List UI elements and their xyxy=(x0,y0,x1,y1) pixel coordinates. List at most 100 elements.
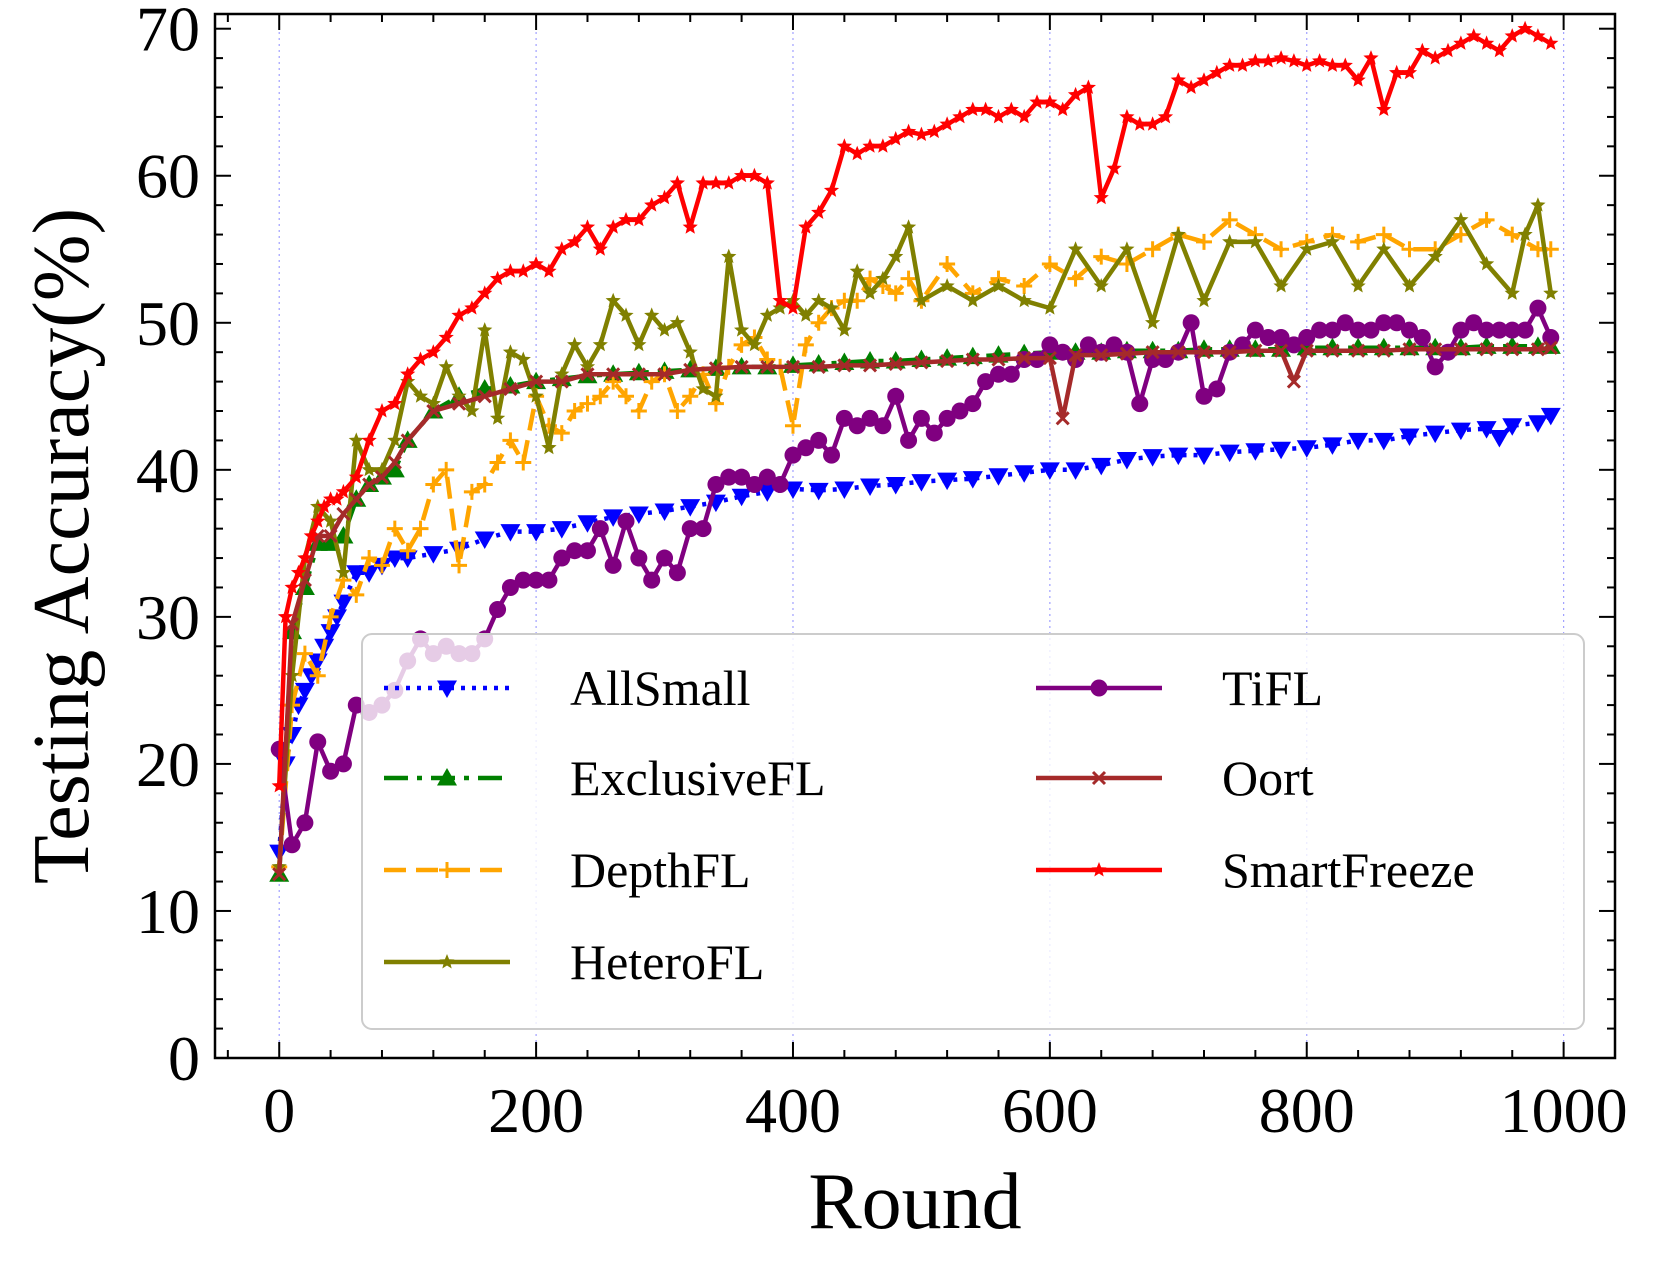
data-point-tifl xyxy=(1298,328,1316,346)
data-point-smartfreeze xyxy=(412,351,429,366)
data-point-oort xyxy=(1068,348,1083,363)
data-point-tifl xyxy=(1208,380,1226,398)
data-point-oort xyxy=(1222,345,1237,360)
data-point-oort xyxy=(580,367,595,382)
data-point-smartfreeze xyxy=(978,101,994,116)
data-point-tifl xyxy=(553,549,571,567)
data-point-depthfl xyxy=(309,667,326,684)
data-point-allsmall xyxy=(1348,432,1369,451)
data-point-heterofl xyxy=(759,307,775,322)
data-point-allsmall xyxy=(757,484,778,502)
data-point-heterofl xyxy=(1324,233,1340,249)
data-point-smartfreeze xyxy=(888,131,904,146)
data-point-heterofl xyxy=(708,388,724,403)
data-point-heterofl xyxy=(477,322,493,337)
data-point-heterofl xyxy=(567,336,583,352)
data-point-smartfreeze xyxy=(1029,94,1045,109)
data-point-depthfl xyxy=(733,336,750,353)
data-point-allsmall xyxy=(1540,407,1561,426)
data-point-smartfreeze xyxy=(618,211,634,227)
data-point-oort xyxy=(1376,343,1391,358)
data-point-depthfl xyxy=(296,645,313,662)
data-point-depthfl xyxy=(553,425,570,442)
data-point-oort xyxy=(1119,346,1134,361)
data-point-tifl xyxy=(771,476,789,494)
data-point-oort xyxy=(862,358,878,373)
x-tick-labels: 0 200 400 600 800 1000 xyxy=(263,1075,1627,1146)
data-point-exclusivefl xyxy=(384,459,405,478)
data-point-heterofl xyxy=(875,270,891,286)
x-tick-label: 200 xyxy=(488,1075,584,1146)
x-tick-label: 0 xyxy=(263,1075,295,1146)
data-point-heterofl xyxy=(1376,241,1392,256)
data-point-smartfreeze xyxy=(656,189,673,205)
data-point-depthfl xyxy=(1144,241,1161,258)
data-point-smartfreeze xyxy=(901,123,917,139)
data-point-oort xyxy=(1055,411,1070,426)
data-point-smartfreeze xyxy=(387,395,403,411)
data-point-allsmall xyxy=(1322,437,1343,455)
data-point-depthfl xyxy=(887,285,904,302)
gridlines xyxy=(278,14,1565,1058)
data-point-smartfreeze xyxy=(721,175,737,190)
data-point-tifl xyxy=(823,446,841,464)
data-point-allsmall xyxy=(500,524,521,542)
data-point-oort xyxy=(940,353,955,369)
data-point-depthfl xyxy=(1401,241,1418,258)
data-point-allsmall xyxy=(1116,452,1137,470)
data-point-heterofl xyxy=(721,248,737,264)
data-point-heterofl xyxy=(1543,285,1559,300)
data-point-smartfreeze xyxy=(644,197,660,212)
data-point-smartfreeze xyxy=(759,175,775,190)
data-point-oort xyxy=(349,492,364,507)
data-point-tifl xyxy=(720,468,738,486)
data-point-smartfreeze xyxy=(695,175,711,190)
legend-marker-exclusivefl xyxy=(437,768,457,786)
data-point-oort xyxy=(1042,351,1057,366)
data-point-smartfreeze xyxy=(335,483,351,499)
data-point-allsmall xyxy=(526,524,547,542)
data-point-tifl xyxy=(964,395,982,413)
data-point-tifl xyxy=(604,556,622,574)
data-point-smartfreeze xyxy=(669,175,685,190)
data-point-oort xyxy=(1479,342,1494,357)
legend-marker-smartfreeze xyxy=(1091,862,1107,877)
data-point-depthfl xyxy=(579,395,596,412)
data-point-tifl xyxy=(1259,328,1277,346)
data-point-heterofl xyxy=(772,300,788,315)
data-point-heterofl xyxy=(695,381,711,396)
data-point-heterofl xyxy=(605,292,621,308)
data-point-depthfl xyxy=(322,608,339,625)
data-point-tifl xyxy=(797,439,815,457)
data-point-tifl xyxy=(566,542,584,560)
data-point-smartfreeze xyxy=(1067,86,1084,102)
data-point-smartfreeze xyxy=(1222,57,1238,72)
data-point-tifl xyxy=(1285,336,1303,354)
data-point-heterofl xyxy=(631,336,647,352)
y-tick-label: 30 xyxy=(136,582,200,653)
data-point-allsmall xyxy=(885,477,906,495)
data-point-allsmall xyxy=(988,468,1009,486)
data-point-oort xyxy=(708,361,723,376)
data-point-depthfl xyxy=(797,336,814,353)
series-line-depthfl xyxy=(276,217,1551,867)
legend-marker-oort xyxy=(1091,770,1107,786)
data-point-allsmall xyxy=(603,509,624,527)
data-point-allsmall xyxy=(294,682,315,701)
data-point-tifl xyxy=(501,578,519,596)
data-point-heterofl xyxy=(1504,285,1520,300)
data-point-depthfl xyxy=(515,454,532,471)
data-point-smartfreeze xyxy=(631,211,647,227)
data-point-heterofl xyxy=(387,432,403,447)
data-point-heterofl xyxy=(438,358,454,374)
series-line-oort xyxy=(276,345,1552,875)
legend-label-exclusivefl: ExclusiveFL xyxy=(570,750,826,806)
data-point-oort xyxy=(1351,343,1366,358)
data-point-smartfreeze xyxy=(425,344,441,359)
data-point-smartfreeze xyxy=(605,219,621,234)
data-point-depthfl xyxy=(1375,226,1392,243)
data-point-allsmall xyxy=(680,499,701,517)
data-point-oort xyxy=(1273,343,1289,358)
data-point-smartfreeze xyxy=(1299,57,1315,72)
data-point-smartfreeze xyxy=(464,300,480,315)
